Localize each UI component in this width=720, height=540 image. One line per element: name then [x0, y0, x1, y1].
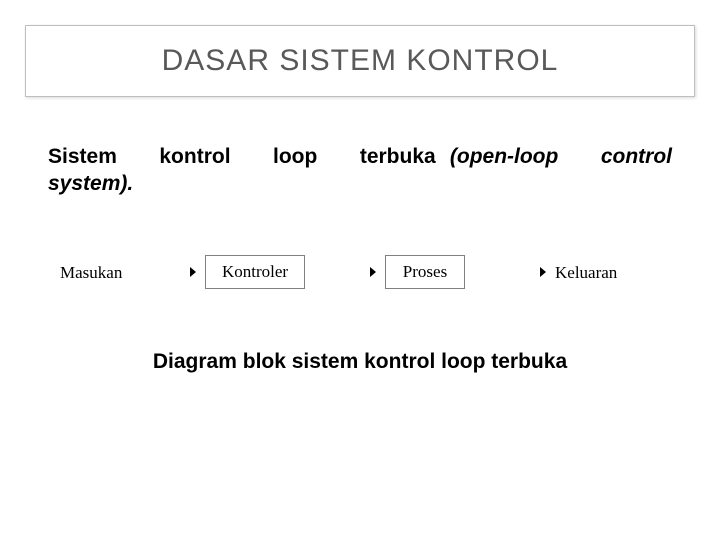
arrow-2 — [540, 267, 546, 277]
node-kontroler: Kontroler — [205, 255, 305, 289]
subtitle-line2: system). — [48, 172, 133, 196]
title-container: DASAR SISTEM KONTROL — [25, 25, 695, 97]
arrow-0 — [190, 267, 196, 277]
block-diagram: Masukan Kontroler Proses Keluaran — [60, 255, 660, 305]
node-keluaran: Keluaran — [555, 263, 635, 285]
subtitle-italic1: (open-loop control — [450, 145, 672, 168]
node-proses: Proses — [385, 255, 465, 289]
page-title: DASAR SISTEM KONTROL — [36, 44, 684, 78]
diagram-caption: Diagram blok sistem kontrol loop terbuka — [0, 350, 720, 374]
node-masukan: Masukan — [60, 263, 140, 285]
subtitle-plain: Sistem kontrol loop terbuka — [48, 145, 436, 168]
subtitle-line1: Sistem kontrol loop terbuka (open-loop c… — [48, 145, 672, 169]
arrow-1 — [370, 267, 376, 277]
